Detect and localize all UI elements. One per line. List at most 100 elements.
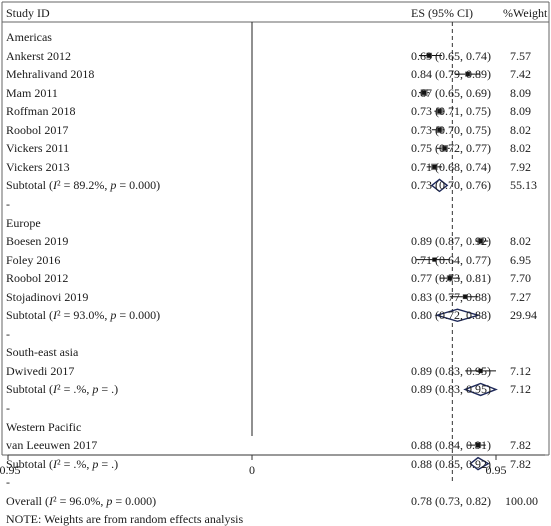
subtotal-diamond <box>434 308 481 322</box>
study-point-estimate <box>476 443 481 448</box>
subtotal-label-i2: I <box>53 456 57 471</box>
subtotal-label-prefix: Subtotal ( <box>6 382 53 397</box>
subtotal-es-ci: 0.80 (0.72, 0.88) <box>411 308 491 323</box>
study-point-estimate <box>447 276 452 281</box>
subtotal-label: Subtotal (I² = 93.0%, p = 0.000) <box>6 308 160 322</box>
study-label: Stojadinovi 2019 <box>6 289 89 304</box>
study-label: Roffman 2018 <box>6 104 76 119</box>
study-label: Roobol 2012 <box>6 271 69 286</box>
subtotal-label-prefix: Subtotal ( <box>6 178 53 193</box>
x-axis-tick-label: -0.95 <box>0 463 21 477</box>
study-label: Boesen 2019 <box>6 234 69 249</box>
subtotal-label-i2: I <box>53 308 57 323</box>
subtotal-label-i2-rest: ² = 89.2%, <box>57 178 111 193</box>
subtotal-diamond <box>469 456 490 471</box>
study-point-estimate <box>442 146 447 151</box>
subtotal-label-p-rest: = .) <box>98 382 119 397</box>
study-es-ci: 0.73 (0.70, 0.75) <box>411 122 491 137</box>
study-id-header: Study ID <box>6 6 50 20</box>
study-label: Roobol 2017 <box>6 122 69 137</box>
subtotal-label-prefix: Subtotal ( <box>6 308 53 323</box>
overall-es-ci: 0.78 (0.73, 0.82) <box>411 493 491 508</box>
subtotal-label-i2-rest: ² = .%, <box>57 382 93 397</box>
subtotal-label-i2: I <box>53 382 57 397</box>
subtotal-label-p-rest: = 0.000) <box>116 308 161 323</box>
subtotal-label-p-rest: = .) <box>98 456 119 471</box>
group-label: South-east asia <box>6 345 79 360</box>
subtotal-es-ci: 0.89 (0.83, 0.95) <box>411 382 491 397</box>
overall-label-prefix: Overall ( <box>6 493 49 508</box>
subtotal-weight: 7.82 <box>510 456 531 471</box>
weights-note: NOTE: Weights are from random effects an… <box>6 512 244 526</box>
study-weight: 7.42 <box>510 67 531 82</box>
subtotal-weight: 29.94 <box>510 308 537 323</box>
study-label: Foley 2016 <box>6 252 61 267</box>
study-point-estimate <box>465 72 470 77</box>
subtotal-weight: 7.12 <box>510 382 531 397</box>
study-weight: 8.02 <box>510 234 531 249</box>
study-es-ci: 0.71 (0.68, 0.74) <box>411 159 491 174</box>
study-es-ci: 0.77 (0.73, 0.81) <box>411 271 491 286</box>
group-separator: - <box>6 475 10 490</box>
study-weight: 7.12 <box>510 363 531 378</box>
group-label: Europe <box>6 215 41 230</box>
subtotal-label: Subtotal (I² = 89.2%, p = 0.000) <box>6 178 160 192</box>
weight-header: %Weight <box>503 6 548 20</box>
study-point-estimate <box>478 368 483 373</box>
study-label: van Leeuwen 2017 <box>6 438 98 453</box>
study-point-estimate <box>463 294 468 299</box>
study-point-estimate <box>427 53 432 58</box>
study-label: Mehralivand 2018 <box>6 67 95 82</box>
study-point-estimate <box>437 127 442 132</box>
study-weight: 8.09 <box>510 104 531 119</box>
study-weight: 7.92 <box>510 159 531 174</box>
study-es-ci: 0.84 (0.79, 0.89) <box>411 67 491 82</box>
group-separator: - <box>6 326 10 341</box>
study-point-estimate <box>437 109 442 114</box>
study-es-ci: 0.73 (0.71, 0.75) <box>411 104 491 119</box>
study-weight: 8.02 <box>510 122 531 137</box>
subtotal-label-p: p <box>92 456 99 471</box>
subtotal-label-p: p <box>110 178 117 193</box>
study-es-ci: 0.71 (0.64, 0.77) <box>411 252 491 267</box>
subtotal-label-p: p <box>110 308 117 323</box>
subtotal-label-i2-rest: ² = 93.0%, <box>57 308 111 323</box>
subtotal-label-p: p <box>92 382 99 397</box>
group-separator: - <box>6 196 10 211</box>
group-label: Western Pacific <box>6 419 82 434</box>
study-point-estimate <box>478 239 483 244</box>
x-axis-tick-label: 0 <box>249 463 255 477</box>
subtotal-es-ci: 0.73 (0.70, 0.76) <box>411 178 491 193</box>
overall-label-i2-rest: ² = 96.0%, <box>52 493 107 508</box>
overall-label: Overall (I² = 96.0%, p = 0.000) <box>6 494 156 508</box>
overall-weight: 100.00 <box>505 493 538 508</box>
study-es-ci: 0.75 (0.72, 0.77) <box>411 141 491 156</box>
overall-label-p-rest: = 0.000) <box>112 493 157 508</box>
subtotal-label-p-rest: = 0.000) <box>116 178 161 193</box>
subtotal-diamond <box>430 178 449 193</box>
subtotal-label-i2: I <box>53 178 57 193</box>
study-weight: 8.02 <box>510 141 531 156</box>
study-es-ci: 0.89 (0.87, 0.92) <box>411 234 491 249</box>
study-es-ci: 0.83 (0.77, 0.88) <box>411 289 491 304</box>
study-point-estimate <box>422 90 427 95</box>
subtotal-es-ci: 0.88 (0.85, 0.92) <box>411 456 491 471</box>
subtotal-diamond <box>463 382 498 397</box>
subtotal-weight: 55.13 <box>510 178 537 193</box>
study-label: Mam 2011 <box>6 85 58 100</box>
study-point-estimate <box>432 257 437 262</box>
study-weight: 8.09 <box>510 85 531 100</box>
study-es-ci: 0.88 (0.84, 0.91) <box>411 438 491 453</box>
study-label: Dwivedi 2017 <box>6 363 75 378</box>
es-ci-header: ES (95% CI) <box>411 6 473 20</box>
x-axis-tick-label: 0.95 <box>485 463 507 477</box>
study-weight: 7.82 <box>510 438 531 453</box>
subtotal-label: Subtotal (I² = .%, p = .) <box>6 457 118 471</box>
study-point-estimate <box>432 164 437 169</box>
subtotal-label: Subtotal (I² = .%, p = .) <box>6 382 118 396</box>
study-weight: 7.70 <box>510 271 531 286</box>
study-label: Ankerst 2012 <box>6 48 71 63</box>
forest-plot-canvas <box>1 1 550 484</box>
study-weight: 7.27 <box>510 289 531 304</box>
